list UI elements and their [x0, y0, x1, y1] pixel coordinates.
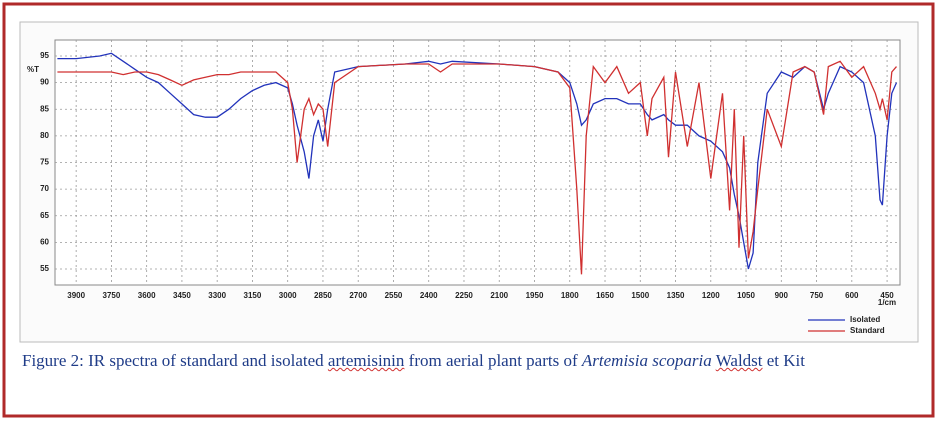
x-tick-label: 2850	[314, 291, 332, 300]
y-tick-label: 75	[40, 158, 49, 167]
caption-text: Artemisia scoparia	[581, 351, 712, 370]
y-tick-label: 85	[40, 104, 49, 113]
x-tick-label: 3600	[138, 291, 156, 300]
x-tick-label: 1950	[526, 291, 544, 300]
legend-label: Isolated	[850, 315, 880, 324]
x-tick-label: 2100	[490, 291, 508, 300]
x-tick-label: 1050	[737, 291, 755, 300]
y-tick-label: 80	[40, 131, 49, 140]
caption-text: et Kit	[762, 351, 806, 370]
x-tick-label: 3900	[67, 291, 85, 300]
x-tick-label: 2400	[420, 291, 438, 300]
legend-label: Standard	[850, 326, 885, 335]
caption-text: Waldst	[715, 351, 763, 370]
x-axis-label: 1/cm	[878, 298, 896, 307]
y-tick-label: 60	[40, 238, 49, 247]
y-tick-label: 90	[40, 78, 49, 87]
caption-text: from aerial plant parts of	[404, 351, 582, 370]
caption-text: Figure 2: IR spectra of standard and iso…	[22, 351, 328, 370]
y-tick-label: 55	[40, 264, 49, 273]
x-tick-label: 3000	[279, 291, 297, 300]
x-tick-label: 450	[880, 291, 894, 300]
x-tick-label: 900	[775, 291, 789, 300]
x-tick-label: 2550	[385, 291, 403, 300]
x-tick-label: 1650	[596, 291, 614, 300]
caption-text: artemisinin	[327, 351, 405, 370]
caption: Figure 2: IR spectra of standard and iso…	[22, 350, 922, 372]
x-tick-label: 600	[845, 291, 859, 300]
spectrum-line	[57, 52, 898, 270]
x-tick-label: 1800	[561, 291, 579, 300]
x-tick-label: 1350	[667, 291, 685, 300]
y-axis-label: %T	[27, 65, 39, 74]
x-tick-label: 750	[810, 291, 824, 300]
x-tick-label: 3450	[173, 291, 191, 300]
x-tick-label: 3300	[208, 291, 226, 300]
y-tick-label: 95	[40, 51, 49, 60]
x-tick-label: 1200	[702, 291, 720, 300]
spectrum-line	[57, 60, 897, 275]
x-tick-label: 2700	[349, 291, 367, 300]
y-tick-label: 70	[40, 184, 49, 193]
x-tick-label: 2250	[455, 291, 473, 300]
x-tick-label: 3750	[103, 291, 121, 300]
y-tick-label: 65	[40, 211, 49, 220]
x-tick-label: 1500	[631, 291, 649, 300]
x-tick-label: 3150	[244, 291, 262, 300]
